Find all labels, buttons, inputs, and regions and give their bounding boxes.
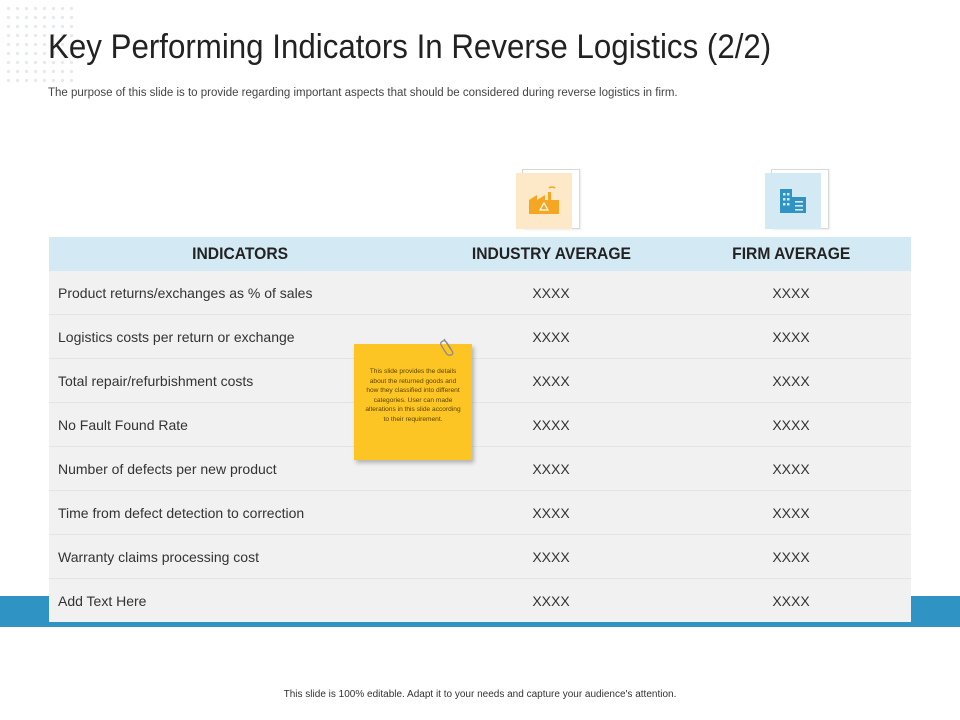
table-row: Product returns/exchanges as % of sales …	[49, 271, 911, 315]
firm-average-cell: XXXX	[671, 446, 911, 491]
table-row: Number of defects per new product XXXX X…	[49, 446, 911, 491]
header-industry-average: INDUSTRY AVERAGE	[431, 237, 671, 271]
indicator-cell: Warranty claims processing cost	[49, 534, 431, 579]
table-header-row: INDICATORS INDUSTRY AVERAGE FIRM AVERAGE	[49, 237, 911, 271]
table-row: Warranty claims processing cost XXXX XXX…	[49, 534, 911, 579]
sticky-note: This slide provides the details about th…	[354, 344, 472, 460]
industry-average-cell: XXXX	[431, 578, 671, 622]
firm-average-cell: XXXX	[671, 534, 911, 579]
firm-average-cell: XXXX	[671, 402, 911, 447]
decorative-dot-grid	[4, 4, 74, 84]
indicator-cell: Product returns/exchanges as % of sales	[49, 271, 431, 315]
industry-average-cell: XXXX	[431, 271, 671, 315]
indicator-cell: Add Text Here	[49, 578, 431, 622]
table-row: Logistics costs per return or exchange X…	[49, 314, 911, 359]
firm-icon-card	[765, 169, 829, 229]
firm-average-cell: XXXX	[671, 490, 911, 535]
table-row: No Fault Found Rate XXXX XXXX	[49, 402, 911, 447]
firm-average-cell: XXXX	[671, 314, 911, 359]
indicator-cell: Time from defect detection to correction	[49, 490, 431, 535]
header-indicators: INDICATORS	[49, 237, 431, 271]
table-row: Add Text Here XXXX XXXX	[49, 578, 911, 622]
sticky-note-text: This slide provides the details about th…	[365, 368, 461, 423]
indicator-cell: Logistics costs per return or exchange	[49, 314, 431, 359]
industry-average-cell: XXXX	[431, 534, 671, 579]
indicator-cell: Number of defects per new product	[49, 446, 431, 491]
table-row: Time from defect detection to correction…	[49, 490, 911, 535]
industry-icon-card	[516, 169, 580, 229]
industry-average-cell: XXXX	[431, 490, 671, 535]
factory-icon	[529, 186, 559, 214]
firm-average-cell: XXXX	[671, 578, 911, 622]
slide-title: Key Performing Indicators In Reverse Log…	[48, 28, 772, 66]
firm-average-cell: XXXX	[671, 358, 911, 403]
paperclip-icon	[440, 338, 454, 356]
header-firm-average: FIRM AVERAGE	[671, 237, 911, 271]
table-row: Total repair/refurbishment costs XXXX XX…	[49, 358, 911, 403]
slide-subtitle: The purpose of this slide is to provide …	[48, 87, 678, 99]
kpi-table: INDICATORS INDUSTRY AVERAGE FIRM AVERAGE…	[49, 237, 911, 622]
footer-note: This slide is 100% editable. Adapt it to…	[283, 689, 677, 700]
firm-average-cell: XXXX	[671, 271, 911, 315]
office-building-icon	[780, 189, 806, 213]
